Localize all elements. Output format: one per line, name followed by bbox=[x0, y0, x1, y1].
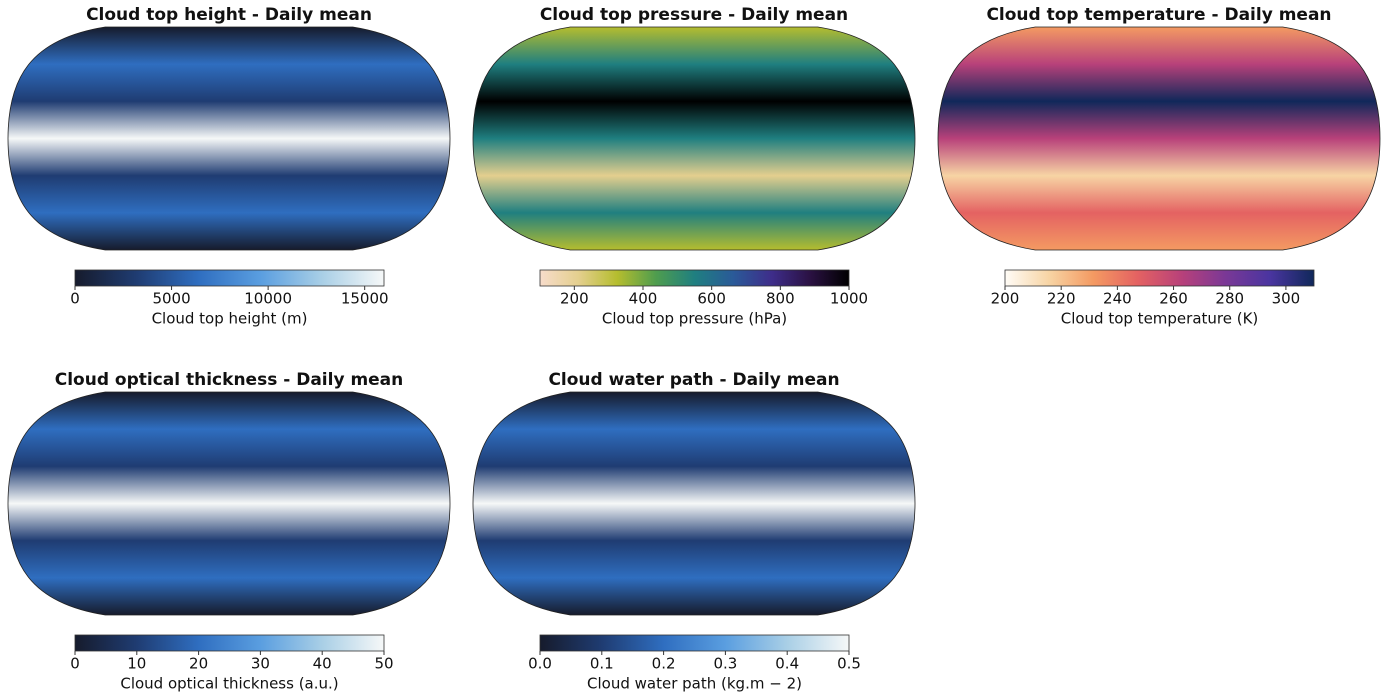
colorbar bbox=[75, 635, 384, 651]
colorbar bbox=[540, 635, 849, 651]
colorbar-tick-label: 20 bbox=[189, 655, 208, 673]
colorbar-tick-label: 0.4 bbox=[775, 655, 799, 673]
colorbar-tick-label: 200 bbox=[560, 290, 589, 308]
panel-title: Cloud optical thickness - Daily mean bbox=[55, 370, 404, 390]
colorbar-tick-label: 260 bbox=[1159, 290, 1188, 308]
map-field bbox=[938, 27, 1380, 250]
colorbar-tick-label: 0.0 bbox=[528, 655, 552, 673]
colorbar-tick-label: 10 bbox=[127, 655, 146, 673]
colorbar bbox=[540, 270, 849, 286]
colorbar-tick-label: 15000 bbox=[341, 290, 389, 308]
colorbar-tick-label: 300 bbox=[1272, 290, 1301, 308]
map-field bbox=[473, 392, 915, 615]
colorbar-tick-label: 0.1 bbox=[590, 655, 614, 673]
colorbar-tick-label: 400 bbox=[629, 290, 658, 308]
colorbar-tick-label: 200 bbox=[991, 290, 1020, 308]
panel-title: Cloud top pressure - Daily mean bbox=[540, 5, 848, 25]
colorbar-tick-label: 600 bbox=[697, 290, 726, 308]
colorbar-label: Cloud water path (kg.m − 2) bbox=[587, 675, 802, 693]
colorbar-label: Cloud top height (m) bbox=[152, 310, 308, 328]
colorbar-tick-label: 0.3 bbox=[713, 655, 737, 673]
colorbar bbox=[75, 270, 384, 286]
colorbar-tick-label: 30 bbox=[251, 655, 270, 673]
map-field bbox=[8, 392, 450, 615]
colorbar-tick-label: 0 bbox=[70, 290, 80, 308]
colorbar-tick-label: 800 bbox=[766, 290, 795, 308]
panel-title: Cloud top temperature - Daily mean bbox=[986, 5, 1331, 25]
map-field bbox=[8, 27, 450, 250]
panel-title: Cloud top height - Daily mean bbox=[86, 5, 372, 25]
colorbar-tick-label: 50 bbox=[374, 655, 393, 673]
colorbar bbox=[1005, 270, 1314, 286]
colorbar-tick-label: 5000 bbox=[152, 290, 190, 308]
panel-title: Cloud water path - Daily mean bbox=[548, 370, 839, 390]
colorbar-tick-label: 1000 bbox=[830, 290, 868, 308]
colorbar-tick-label: 0 bbox=[70, 655, 80, 673]
colorbar-tick-label: 280 bbox=[1215, 290, 1244, 308]
colorbar-tick-label: 40 bbox=[313, 655, 332, 673]
map-field bbox=[473, 27, 915, 250]
colorbar-label: Cloud top temperature (K) bbox=[1061, 310, 1259, 328]
colorbar-label: Cloud optical thickness (a.u.) bbox=[120, 675, 338, 693]
colorbar-tick-label: 10000 bbox=[244, 290, 292, 308]
colorbar-tick-label: 240 bbox=[1103, 290, 1132, 308]
colorbar-tick-label: 220 bbox=[1047, 290, 1076, 308]
colorbar-tick-label: 0.2 bbox=[652, 655, 676, 673]
colorbar-label: Cloud top pressure (hPa) bbox=[602, 310, 787, 328]
figure: Cloud top height - Daily mean05000100001… bbox=[0, 0, 1384, 693]
colorbar-tick-label: 0.5 bbox=[837, 655, 861, 673]
